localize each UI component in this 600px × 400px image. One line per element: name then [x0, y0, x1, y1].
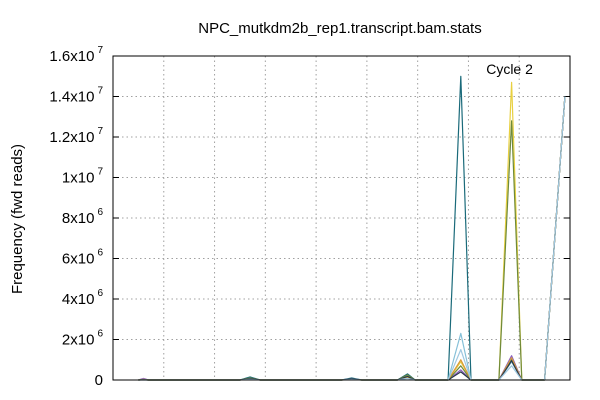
annotation-label: Cycle 2	[486, 61, 533, 77]
y-tick-label: 8x10 6	[62, 207, 104, 227]
plot-frame	[112, 55, 571, 381]
series-group	[138, 75, 566, 381]
y-tick-label: 1.2x10 7	[49, 126, 103, 146]
y-tick-label: 2x10 6	[62, 329, 104, 349]
grid-lines	[113, 56, 570, 380]
y-tick-label: 1.4x10 7	[49, 86, 103, 106]
series-line-5	[138, 96, 566, 381]
annotations: Cycle 2	[486, 61, 533, 77]
chart-title: NPC_mutkdm2b_rep1.transcript.bam.stats	[198, 20, 481, 37]
y-axis-ticks: 0 2x10 6 4x10 6 6x10 6 8x10 6 1x10 7 1.2x10 7 1…	[49, 45, 570, 389]
y-tick-label: 4x10 6	[62, 288, 104, 308]
y-tick-label: 0	[95, 372, 103, 389]
y-axis-label: Frequency (fwd reads)	[9, 144, 26, 294]
y-tick-label: 1.6x10 7	[49, 45, 103, 65]
y-tick-label: 6x10 6	[62, 248, 104, 268]
y-tick-label: 1x10 7	[62, 167, 104, 187]
